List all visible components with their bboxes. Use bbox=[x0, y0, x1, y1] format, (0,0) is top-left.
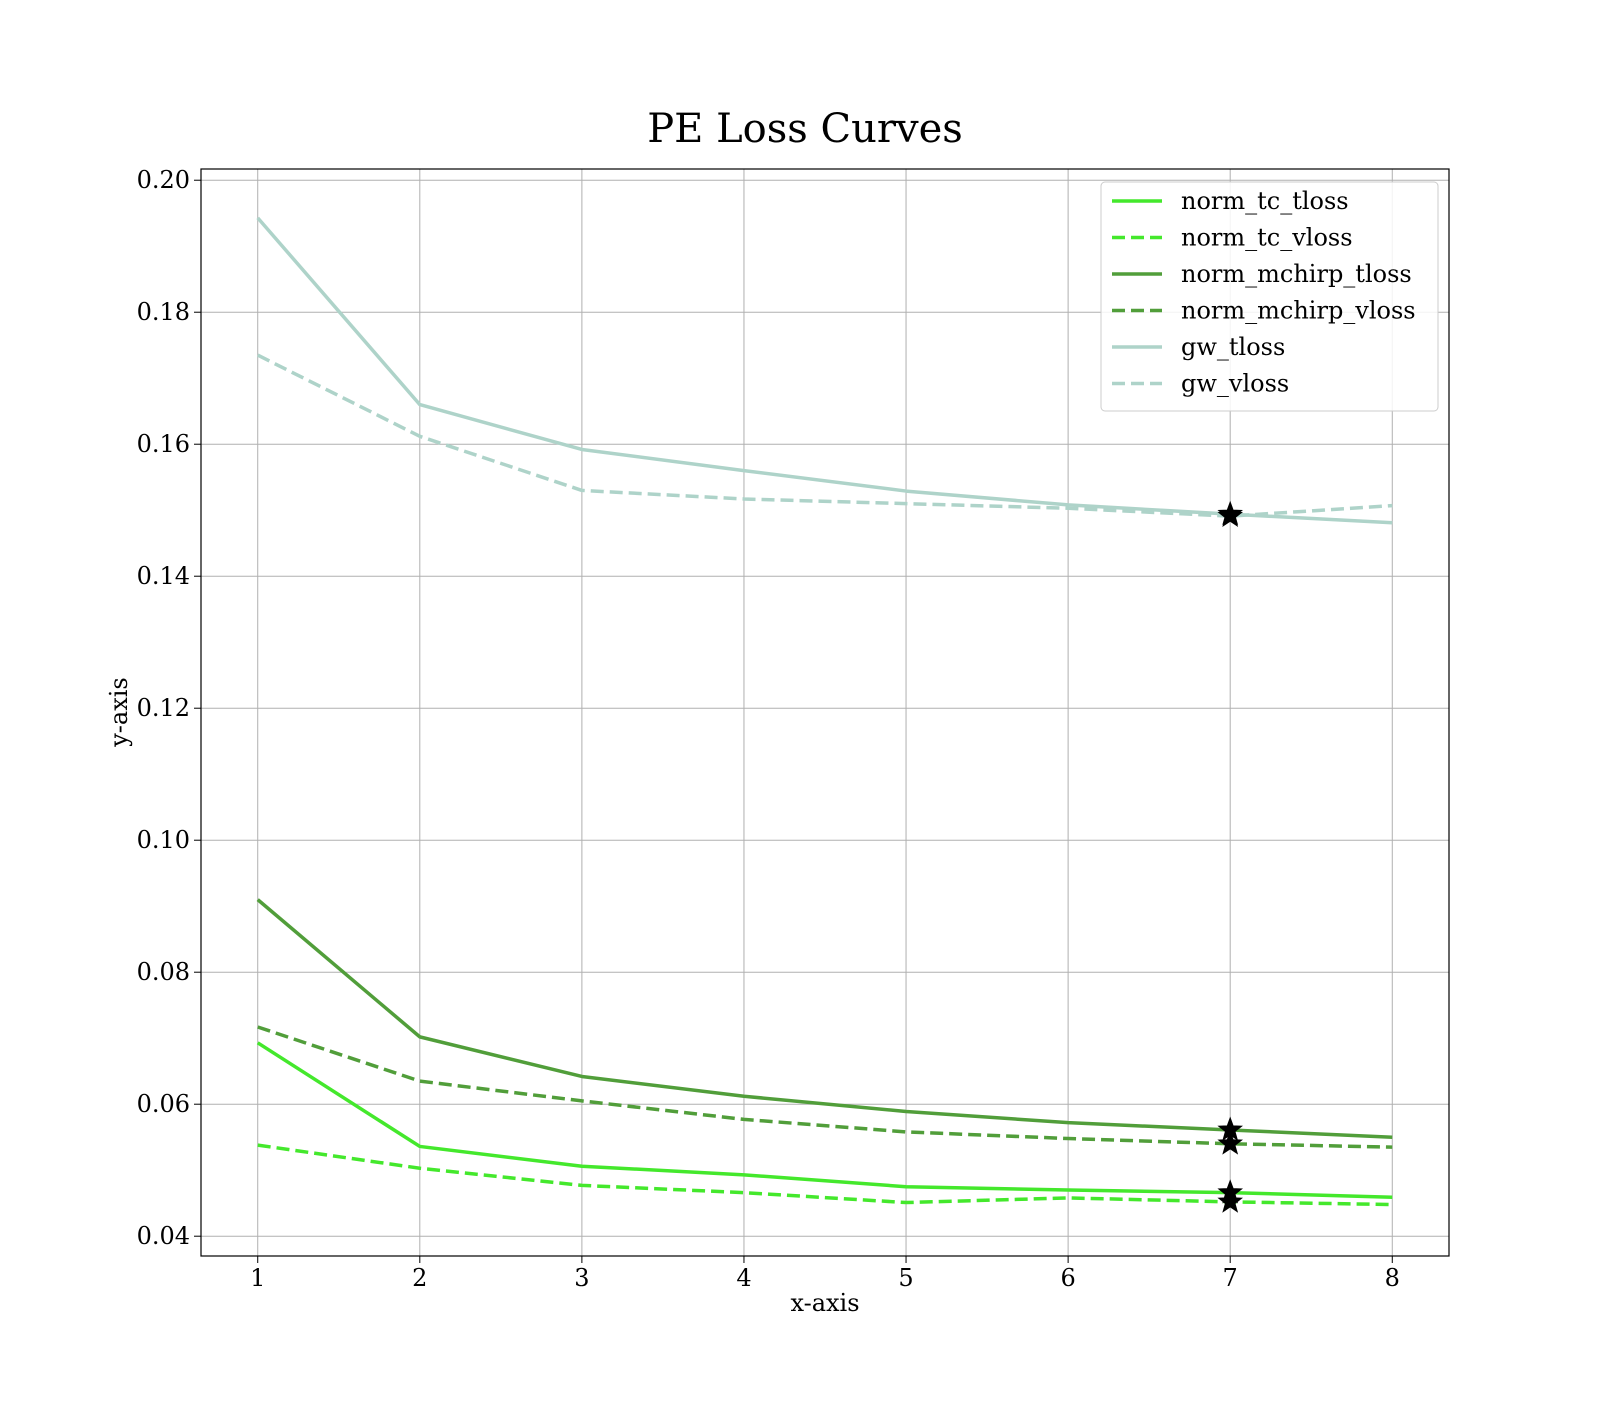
series-lines bbox=[256, 216, 1393, 1207]
star-marker-gw-vloss bbox=[1217, 502, 1243, 528]
y-tick-label: 0.04 bbox=[137, 1222, 190, 1250]
x-tick-label: 6 bbox=[1060, 1264, 1075, 1292]
legend-label-norm-tc-tloss: norm_tc_tloss bbox=[1181, 187, 1349, 215]
series-line-norm-mchirp-vloss bbox=[257, 1025, 1393, 1149]
x-tick-label: 1 bbox=[250, 1264, 265, 1292]
y-tick-label: 0.12 bbox=[137, 694, 190, 722]
plot-frame bbox=[200, 168, 1450, 1257]
x-tick-label: 3 bbox=[574, 1264, 589, 1292]
y-tick-label: 0.14 bbox=[137, 562, 190, 590]
y-tick-label: 0.18 bbox=[137, 298, 190, 326]
series-line-norm-tc-vloss bbox=[257, 1143, 1393, 1207]
star-marker-norm-mchirp-vloss bbox=[1217, 1130, 1243, 1155]
legend-box bbox=[1100, 181, 1439, 412]
series-line-norm-tc-tloss bbox=[256, 1041, 1393, 1200]
star-marker-norm-tc-vloss bbox=[1217, 1188, 1243, 1213]
y-axis-ticks: 0.04 0.06 0.08 0.10 0.12 0.14 0.16 0.18 0.20 bbox=[137, 166, 201, 1250]
y-tick-label: 0.06 bbox=[137, 1090, 190, 1118]
x-tick-label: 5 bbox=[898, 1264, 913, 1292]
x-axis-ticks: 1 2 3 4 5 6 7 8 bbox=[250, 1256, 1400, 1292]
legend-label-gw-tloss: gw_tloss bbox=[1181, 333, 1285, 361]
legend-label-gw-vloss: gw_vloss bbox=[1181, 370, 1289, 398]
y-tick-label: 0.08 bbox=[137, 958, 190, 986]
series-line-gw-vloss bbox=[256, 353, 1393, 518]
x-tick-label: 4 bbox=[736, 1264, 751, 1292]
legend-items: norm_tc_tloss norm_tc_vloss norm_mchirp_tl… bbox=[1112, 187, 1416, 398]
y-axis-label: y-axis bbox=[105, 677, 133, 748]
legend-label-norm-tc-vloss: norm_tc_vloss bbox=[1181, 224, 1353, 252]
legend-label-norm-mchirp-tloss: norm_mchirp_tloss bbox=[1181, 260, 1412, 288]
chart-title: PE Loss Curves bbox=[647, 106, 963, 152]
x-axis-label: x-axis bbox=[790, 1289, 859, 1317]
series-line-gw-tloss bbox=[256, 216, 1393, 525]
y-tick-label: 0.20 bbox=[137, 166, 190, 194]
y-tick-label: 0.10 bbox=[137, 826, 190, 854]
grid bbox=[201, 169, 1449, 1256]
legend: norm_tc_tloss norm_tc_vloss norm_mchirp_tl… bbox=[1100, 181, 1439, 412]
x-tick-label: 7 bbox=[1223, 1264, 1238, 1292]
series-line-norm-mchirp-tloss bbox=[256, 898, 1393, 1139]
best-epoch-markers bbox=[1217, 500, 1243, 1213]
y-tick-label: 0.16 bbox=[137, 430, 190, 458]
x-tick-label: 2 bbox=[412, 1264, 427, 1292]
legend-label-norm-mchirp-vloss: norm_mchirp_vloss bbox=[1181, 297, 1416, 325]
x-tick-label: 8 bbox=[1385, 1264, 1400, 1292]
